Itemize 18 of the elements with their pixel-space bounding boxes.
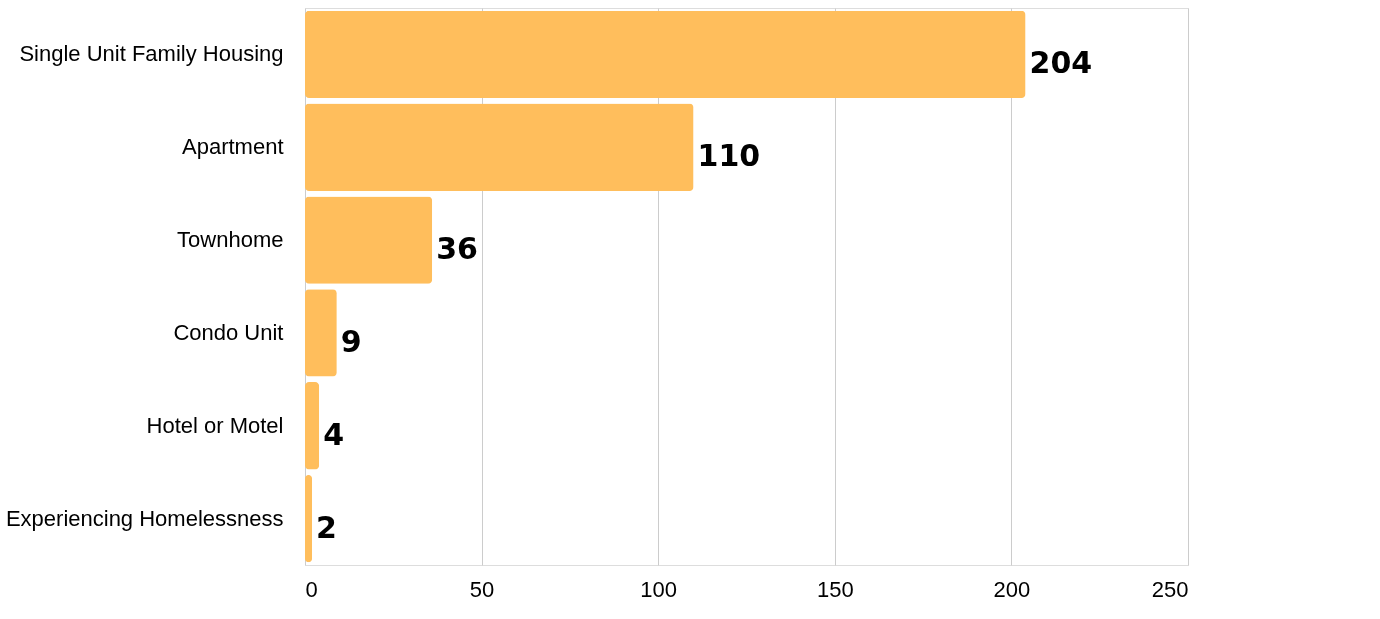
y-tick-label: Condo Unit [173,319,284,345]
data-label: 4 [323,416,344,452]
data-label: 110 [697,138,761,174]
y-tick-label: Hotel or Motel [146,412,284,438]
y-tick-label: Townhome [177,227,284,253]
data-label: 36 [436,231,478,267]
y-tick-label: Apartment [182,134,284,160]
x-tick-label: 0 [305,576,318,602]
data-label: 2 [316,509,337,545]
y-tick-label: Single Unit Family Housing [19,41,284,67]
data-label: 204 [1029,45,1093,81]
data-label: 9 [340,323,362,359]
x-tick-label: 100 [640,576,678,602]
y-tick-label: Experiencing Homelessness [5,505,284,531]
x-tick-label: 50 [469,576,495,602]
x-tick-label: 150 [816,576,854,602]
x-tick-label: 250 [1151,576,1189,602]
x-tick-label: 200 [993,576,1031,602]
